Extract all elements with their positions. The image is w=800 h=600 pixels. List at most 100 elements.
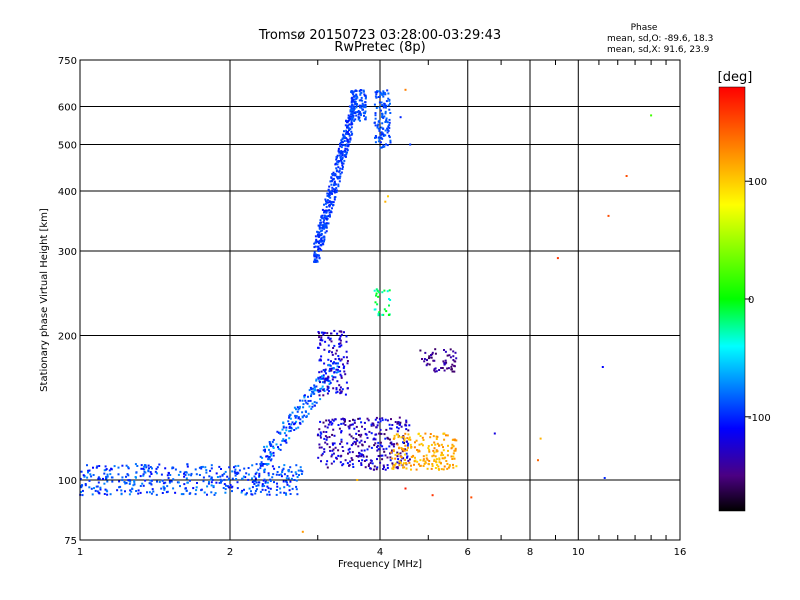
data-point [81, 494, 84, 497]
data-point [187, 473, 190, 476]
data-point [329, 367, 332, 370]
data-point [326, 436, 329, 439]
data-point [267, 487, 270, 490]
data-point [294, 422, 297, 425]
data-point [355, 432, 358, 435]
data-point [322, 394, 325, 397]
data-point [406, 437, 409, 440]
data-point [351, 100, 354, 103]
data-point [413, 446, 416, 449]
data-point [254, 490, 257, 492]
data-point [302, 403, 305, 406]
data-point [322, 221, 325, 224]
data-point [453, 364, 456, 367]
data-point [338, 388, 341, 391]
data-point [322, 376, 325, 379]
data-point [453, 438, 456, 441]
data-point [350, 119, 353, 122]
data-point [345, 129, 348, 132]
data-point [336, 175, 338, 178]
data-point [248, 487, 251, 490]
data-point [405, 419, 408, 422]
data-point [396, 455, 399, 458]
data-point [434, 370, 437, 373]
data-point [423, 358, 426, 360]
data-point [209, 478, 212, 481]
data-point [319, 431, 322, 434]
data-point [338, 177, 341, 180]
data-point [427, 445, 430, 448]
data-point [318, 227, 321, 230]
data-point [316, 259, 319, 262]
data-point [380, 126, 383, 129]
x-tick-label: 4 [377, 547, 383, 558]
data-point [328, 200, 331, 203]
data-point [453, 370, 456, 373]
data-point [355, 97, 358, 100]
data-point [380, 101, 383, 104]
data-point [408, 436, 411, 439]
data-point [331, 174, 334, 177]
data-point [435, 461, 438, 464]
data-point [325, 377, 328, 380]
data-point [378, 311, 381, 314]
data-point [309, 399, 312, 402]
data-point [155, 472, 158, 475]
data-point [603, 477, 606, 479]
data-point [344, 147, 347, 150]
data-point [281, 471, 284, 473]
data-point [266, 463, 269, 465]
data-point [428, 357, 430, 360]
data-point [339, 156, 342, 159]
data-point [375, 468, 378, 471]
data-point [447, 466, 450, 469]
data-point [382, 464, 385, 467]
data-point [288, 426, 291, 429]
data-point [405, 467, 408, 470]
data-point [337, 176, 340, 179]
data-point [446, 354, 449, 357]
data-point [263, 471, 266, 474]
data-point [331, 179, 334, 182]
data-point [336, 390, 339, 393]
data-point [384, 129, 387, 132]
data-point [328, 436, 331, 438]
data-point [285, 429, 288, 432]
data-point [375, 107, 378, 109]
data-point [201, 465, 204, 468]
data-point [405, 452, 408, 455]
data-point [229, 484, 232, 486]
data-point [319, 390, 322, 393]
data-point [282, 480, 285, 483]
data-point [360, 99, 363, 102]
data-point [185, 489, 188, 492]
data-point [261, 483, 264, 486]
data-point [402, 448, 405, 450]
data-point [418, 450, 421, 453]
data-point [347, 140, 350, 143]
data-point [103, 493, 106, 495]
data-point [289, 417, 292, 420]
data-point [438, 461, 441, 464]
data-point [288, 425, 291, 428]
data-point [350, 115, 353, 118]
data-point [318, 371, 321, 374]
data-point [425, 454, 428, 457]
data-point [434, 367, 437, 370]
data-point [234, 474, 237, 477]
data-point [295, 485, 298, 488]
data-point [363, 440, 366, 443]
data-point [380, 432, 383, 435]
data-point [339, 172, 342, 175]
data-point [358, 116, 361, 119]
data-point [90, 487, 93, 490]
data-point [295, 488, 298, 491]
data-point [325, 226, 328, 229]
data-point [351, 451, 354, 454]
data-point [323, 216, 326, 219]
data-point [322, 226, 324, 229]
data-point [331, 433, 334, 436]
data-point [343, 150, 346, 153]
data-point [331, 192, 333, 195]
data-point [337, 183, 340, 186]
